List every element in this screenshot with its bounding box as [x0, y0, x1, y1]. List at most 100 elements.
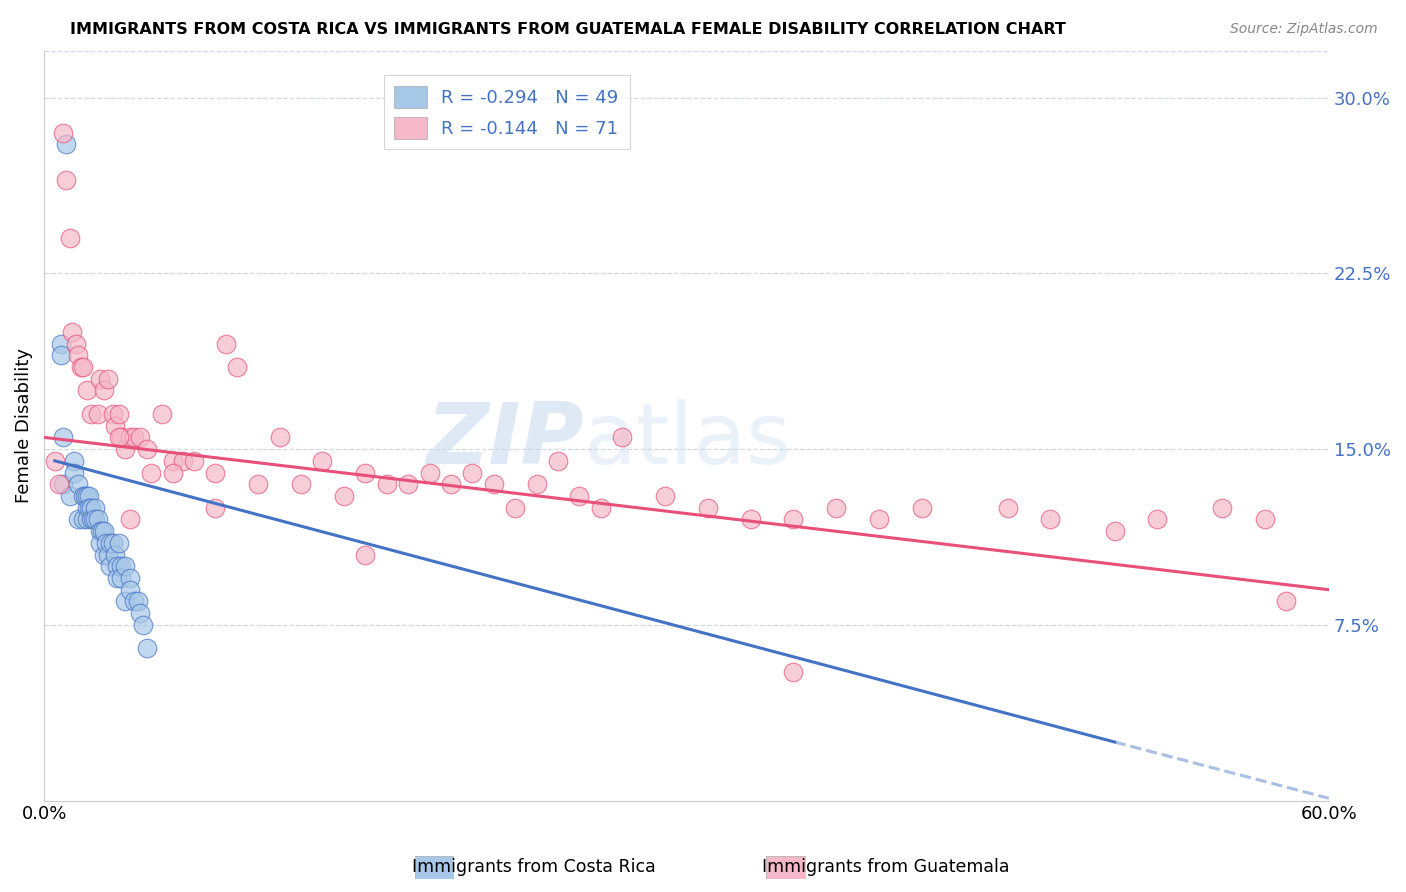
Text: IMMIGRANTS FROM COSTA RICA VS IMMIGRANTS FROM GUATEMALA FEMALE DISABILITY CORREL: IMMIGRANTS FROM COSTA RICA VS IMMIGRANTS…	[70, 22, 1066, 37]
Point	[82, 512, 104, 526]
Point	[55, 172, 77, 186]
Point	[72, 489, 94, 503]
Text: Immigrants from Costa Rica: Immigrants from Costa Rica	[412, 858, 657, 876]
Point	[1146, 512, 1168, 526]
Point	[127, 594, 149, 608]
Point	[782, 512, 804, 526]
Point	[172, 454, 194, 468]
FancyBboxPatch shape	[415, 856, 454, 879]
Point	[63, 466, 86, 480]
Point	[118, 571, 141, 585]
Point	[104, 548, 127, 562]
Point	[114, 594, 136, 608]
Point	[52, 477, 75, 491]
Point	[1104, 524, 1126, 538]
Point	[122, 430, 145, 444]
Point	[110, 430, 132, 444]
Point	[333, 489, 356, 503]
Point	[129, 606, 152, 620]
Point	[44, 454, 66, 468]
Point	[97, 372, 120, 386]
Point	[89, 524, 111, 538]
Point	[461, 466, 484, 480]
Point	[503, 500, 526, 515]
Point	[59, 231, 82, 245]
Point	[150, 407, 173, 421]
Point	[89, 372, 111, 386]
Point	[93, 524, 115, 538]
Point	[80, 512, 103, 526]
Point	[76, 512, 98, 526]
Point	[100, 536, 122, 550]
Point	[80, 407, 103, 421]
Point	[1253, 512, 1275, 526]
Point	[101, 536, 124, 550]
Point	[696, 500, 718, 515]
Point	[84, 500, 107, 515]
Point	[101, 407, 124, 421]
Point	[118, 582, 141, 597]
Point	[290, 477, 312, 491]
Point	[162, 454, 184, 468]
Point	[868, 512, 890, 526]
Point	[69, 360, 91, 375]
Point	[110, 571, 132, 585]
Point	[52, 126, 75, 140]
Point	[1275, 594, 1298, 608]
Y-axis label: Female Disability: Female Disability	[15, 348, 32, 503]
Point	[67, 477, 90, 491]
Point	[77, 500, 100, 515]
Point	[204, 500, 226, 515]
Point	[86, 407, 108, 421]
Point	[482, 477, 505, 491]
Point	[782, 665, 804, 679]
Point	[225, 360, 247, 375]
Point	[825, 500, 848, 515]
Point	[108, 407, 131, 421]
Legend: R = -0.294   N = 49, R = -0.144   N = 71: R = -0.294 N = 49, R = -0.144 N = 71	[384, 75, 630, 150]
Point	[100, 559, 122, 574]
Point	[311, 454, 333, 468]
Point	[105, 559, 128, 574]
Point	[110, 559, 132, 574]
Point	[215, 336, 238, 351]
Point	[269, 430, 291, 444]
Point	[108, 430, 131, 444]
Point	[59, 489, 82, 503]
Point	[1211, 500, 1233, 515]
Point	[72, 512, 94, 526]
Point	[162, 466, 184, 480]
Point	[141, 466, 163, 480]
Point	[93, 548, 115, 562]
Point	[997, 500, 1019, 515]
Point	[76, 500, 98, 515]
Point	[108, 536, 131, 550]
Point	[105, 571, 128, 585]
Point	[84, 512, 107, 526]
Point	[129, 430, 152, 444]
Point	[131, 618, 153, 632]
Point	[654, 489, 676, 503]
Point	[52, 430, 75, 444]
Point	[354, 548, 377, 562]
Point	[104, 418, 127, 433]
Point	[122, 594, 145, 608]
Point	[118, 430, 141, 444]
Point	[67, 512, 90, 526]
Text: Immigrants from Guatemala: Immigrants from Guatemala	[762, 858, 1010, 876]
Point	[63, 454, 86, 468]
Point	[51, 336, 73, 351]
Point	[612, 430, 634, 444]
Point	[396, 477, 419, 491]
Point	[48, 477, 70, 491]
Point	[247, 477, 270, 491]
Point	[55, 137, 77, 152]
Text: atlas: atlas	[583, 399, 792, 483]
Point	[440, 477, 463, 491]
Point	[114, 442, 136, 456]
Point	[911, 500, 934, 515]
Point	[73, 489, 96, 503]
Point	[76, 384, 98, 398]
Point	[89, 536, 111, 550]
Point	[67, 348, 90, 362]
